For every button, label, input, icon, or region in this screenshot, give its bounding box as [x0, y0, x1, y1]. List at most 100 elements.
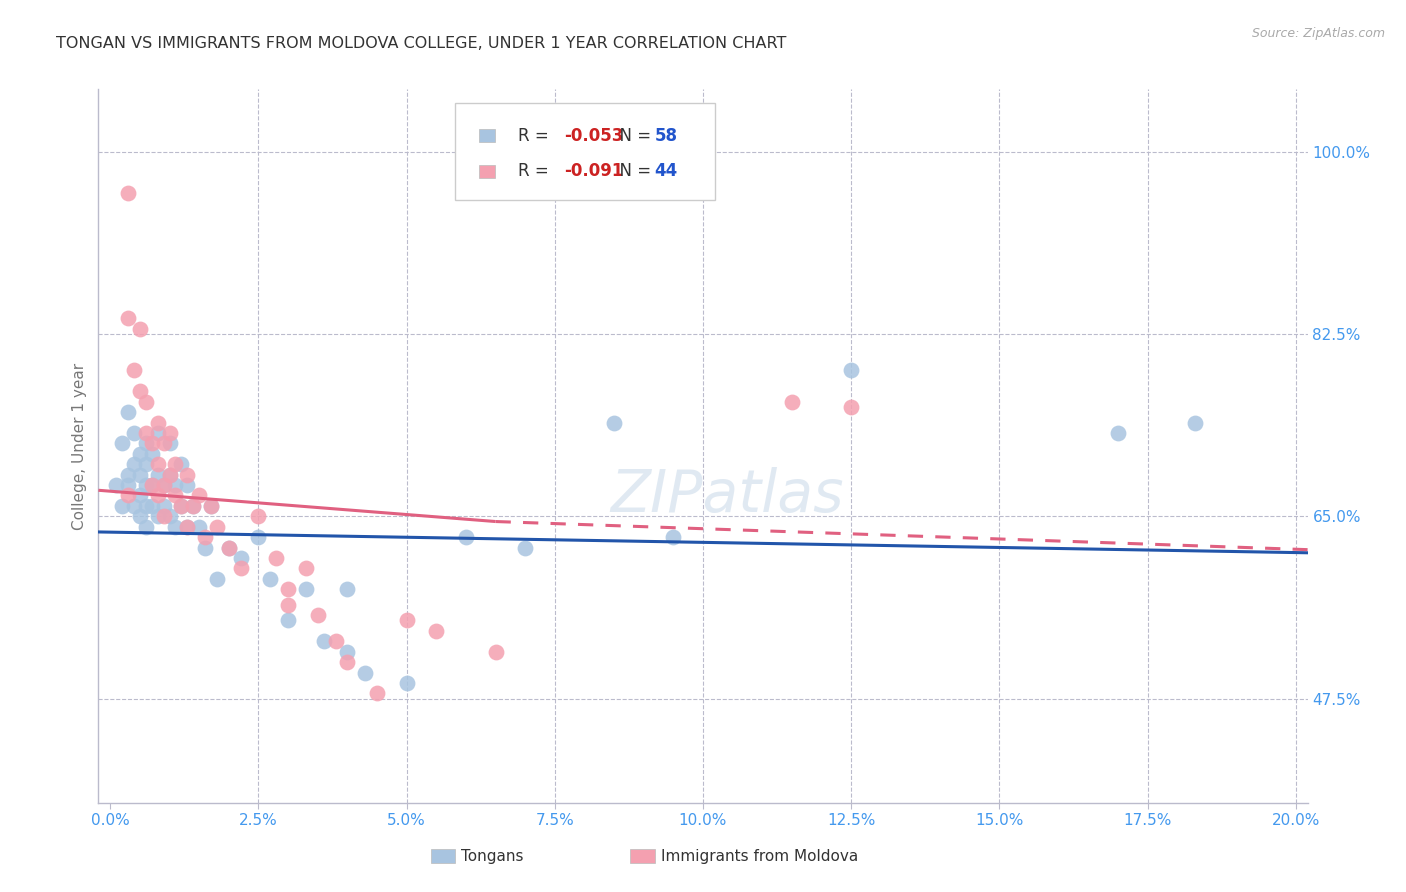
- Point: [135, 425, 157, 440]
- Text: N =: N =: [609, 162, 657, 180]
- Point: [205, 520, 228, 534]
- Point: [229, 551, 252, 566]
- Point: [295, 582, 318, 597]
- Text: -0.053: -0.053: [564, 127, 623, 145]
- Y-axis label: College, Under 1 year: College, Under 1 year: [72, 362, 87, 530]
- Point: [122, 425, 145, 440]
- Point: [135, 499, 157, 513]
- Point: [176, 467, 198, 482]
- Point: [165, 457, 187, 471]
- Point: [105, 478, 128, 492]
- Point: [111, 499, 134, 513]
- Point: [181, 499, 204, 513]
- Point: [662, 530, 685, 544]
- Point: [141, 478, 163, 492]
- Point: [152, 478, 174, 492]
- Point: [839, 363, 862, 377]
- Point: [454, 530, 477, 544]
- Point: [122, 363, 145, 377]
- Point: [141, 499, 163, 513]
- Point: [117, 488, 139, 502]
- Point: [165, 488, 187, 502]
- Point: [395, 614, 418, 628]
- Point: [122, 499, 145, 513]
- FancyBboxPatch shape: [630, 849, 655, 863]
- Point: [135, 394, 157, 409]
- Point: [336, 582, 359, 597]
- Point: [229, 561, 252, 575]
- Point: [146, 509, 169, 524]
- FancyBboxPatch shape: [456, 103, 716, 200]
- Point: [117, 467, 139, 482]
- Point: [152, 509, 174, 524]
- Point: [165, 478, 187, 492]
- Point: [129, 467, 152, 482]
- Point: [188, 520, 211, 534]
- Point: [135, 457, 157, 471]
- Point: [336, 655, 359, 669]
- Point: [165, 520, 187, 534]
- Point: [354, 665, 377, 680]
- Point: [264, 551, 287, 566]
- Point: [152, 499, 174, 513]
- Point: [312, 634, 335, 648]
- Point: [176, 520, 198, 534]
- Point: [117, 186, 139, 201]
- Text: 58: 58: [655, 127, 678, 145]
- Point: [141, 447, 163, 461]
- Point: [277, 598, 299, 612]
- Text: 44: 44: [655, 162, 678, 180]
- Point: [117, 311, 139, 326]
- Point: [170, 457, 193, 471]
- Text: Immigrants from Moldova: Immigrants from Moldova: [661, 849, 858, 863]
- Point: [295, 561, 318, 575]
- Point: [247, 530, 270, 544]
- Point: [135, 520, 157, 534]
- Point: [181, 499, 204, 513]
- Point: [1184, 416, 1206, 430]
- Text: N =: N =: [609, 127, 657, 145]
- Point: [146, 488, 169, 502]
- Text: Source: ZipAtlas.com: Source: ZipAtlas.com: [1251, 27, 1385, 40]
- Point: [159, 509, 181, 524]
- Point: [129, 509, 152, 524]
- Point: [603, 416, 626, 430]
- Point: [141, 436, 163, 450]
- Point: [170, 499, 193, 513]
- Point: [129, 488, 152, 502]
- Point: [176, 520, 198, 534]
- Point: [129, 322, 152, 336]
- Point: [336, 645, 359, 659]
- Point: [152, 436, 174, 450]
- Point: [218, 541, 240, 555]
- Point: [176, 478, 198, 492]
- Point: [277, 614, 299, 628]
- Point: [111, 436, 134, 450]
- Point: [135, 478, 157, 492]
- Point: [259, 572, 281, 586]
- Text: R =: R =: [517, 127, 554, 145]
- Point: [129, 447, 152, 461]
- Point: [159, 436, 181, 450]
- Point: [146, 467, 169, 482]
- Point: [395, 676, 418, 690]
- Point: [159, 467, 181, 482]
- Point: [188, 488, 211, 502]
- Text: ZIPatlas: ZIPatlas: [610, 467, 844, 524]
- Point: [366, 686, 388, 700]
- Text: Tongans: Tongans: [461, 849, 523, 863]
- Point: [205, 572, 228, 586]
- Point: [146, 416, 169, 430]
- Point: [152, 478, 174, 492]
- Point: [170, 499, 193, 513]
- Point: [141, 478, 163, 492]
- Point: [484, 645, 506, 659]
- Point: [194, 530, 217, 544]
- Point: [839, 400, 862, 414]
- Point: [159, 425, 181, 440]
- Point: [159, 467, 181, 482]
- Text: TONGAN VS IMMIGRANTS FROM MOLDOVA COLLEGE, UNDER 1 YEAR CORRELATION CHART: TONGAN VS IMMIGRANTS FROM MOLDOVA COLLEG…: [56, 36, 786, 51]
- Text: -0.091: -0.091: [564, 162, 623, 180]
- Point: [129, 384, 152, 399]
- Point: [247, 509, 270, 524]
